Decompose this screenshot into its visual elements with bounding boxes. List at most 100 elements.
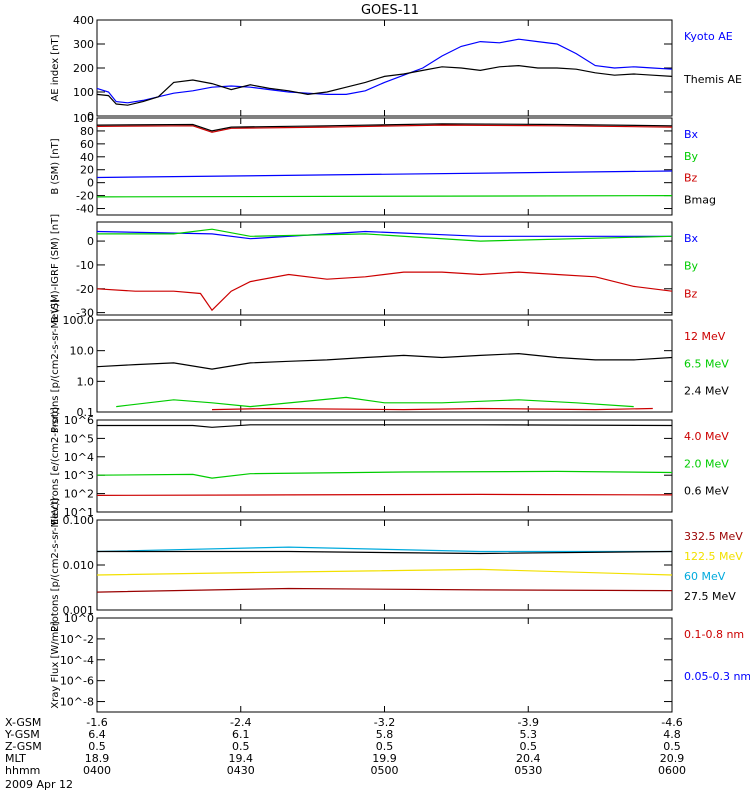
- panel-3-ytick-label: -20: [76, 283, 94, 296]
- footer-row-value: -1.6: [86, 716, 107, 729]
- panel-3-ytick-label: -10: [76, 259, 94, 272]
- panel-3-ytick-label: -30: [76, 307, 94, 320]
- footer-row-value: 20.4: [516, 752, 541, 765]
- panel-1-ytick-label: 300: [73, 38, 94, 51]
- panel-6-legend-332-5-mev: 332.5 MeV: [684, 530, 743, 543]
- panel-4-legend-6-5-mev: 6.5 MeV: [684, 357, 729, 370]
- panel-1-ytick-label: 0: [87, 110, 94, 123]
- footer-row-value: 4.8: [663, 728, 681, 741]
- panel-6-series-60-mev: [96, 546, 672, 553]
- panel-2-legend-by: By: [684, 150, 699, 163]
- panel-6-ytick-label: 0.100: [63, 514, 95, 527]
- footer-row-value: 0.5: [88, 740, 106, 753]
- panel-1-ylabel: AE index [nT]: [50, 34, 61, 101]
- footer-row-value: 5.8: [376, 728, 394, 741]
- panel-1-ytick-label: 400: [73, 14, 94, 27]
- panel-7-frame: [96, 617, 673, 713]
- panel-5-ytick-label: 10^6: [64, 414, 94, 427]
- panel-2-legend-bmag: Bmag: [684, 193, 716, 206]
- panel-2-series-bz: [96, 124, 673, 133]
- panel-6-series-332-5-mev: [96, 587, 673, 593]
- panel-3-legend-bz: Bz: [684, 287, 698, 300]
- footer-row-value: -3.9: [518, 716, 539, 729]
- panel-4-ytick-label: 0.1: [77, 406, 95, 419]
- footer-date: 2009 Apr 12: [5, 778, 73, 791]
- panel-7-ytick-label: 10^-6: [60, 675, 94, 688]
- footer-row-value: 0.5: [663, 740, 681, 753]
- panel-6-ytick-label: 0.010: [63, 559, 95, 572]
- footer-row-value: 6.4: [88, 728, 106, 741]
- panel-1-ytick-label: 200: [73, 62, 94, 75]
- panel-6-ylabel: Protons [p/(cm2-s-sr-MeV)]: [50, 498, 61, 632]
- panel-6-legend-27-5-mev: 27.5 MeV: [684, 590, 736, 603]
- panel-2-ytick-label: -40: [76, 203, 94, 216]
- footer-row-label: MLT: [5, 752, 26, 765]
- panel-1-frame: [96, 19, 673, 117]
- panel-6-series-27-5-mev: [97, 550, 673, 555]
- footer-row-label: hhmm: [5, 764, 40, 777]
- panel-4-ytick-label: 100.0: [63, 314, 95, 327]
- panel-4-series-12-mev: [211, 407, 653, 411]
- footer-row-label: Z-GSM: [5, 740, 42, 753]
- panel-5-series-4-0-mev: [96, 493, 673, 496]
- panel-2-ylabel: B (SM) [nT]: [50, 138, 61, 194]
- panel-7-ylabel: Xray Flux [W/m2]: [50, 621, 61, 708]
- panel-4-frame: [96, 319, 673, 413]
- panel-2-series-bx: [96, 170, 673, 179]
- footer-row-label: Y-GSM: [4, 728, 40, 741]
- panel-4-ytick-label: 1.0: [77, 375, 95, 388]
- panel-6-legend-60-mev: 60 MeV: [684, 570, 726, 583]
- panel-4-legend-12-mev: 12 MeV: [684, 330, 726, 343]
- panel-7-legend-0-05-0-3-nm: 0.05-0.3 nm: [684, 670, 750, 683]
- panel-2-legend-bz: Bz: [684, 172, 698, 185]
- panel-1-legend-kyoto-ae: Kyoto AE: [684, 30, 733, 43]
- panel-5-legend-2-0-mev: 2.0 MeV: [684, 457, 729, 470]
- panel-2-ytick-label: 60: [80, 138, 94, 151]
- footer-row-value: 0500: [371, 764, 399, 777]
- panel-5-series-0-6-mev: [97, 424, 673, 428]
- panel-2-ytick-label: 20: [80, 164, 94, 177]
- panel-1-series-themis-ae: [96, 64, 673, 106]
- panel-1-legend-themis-ae: Themis AE: [683, 73, 742, 86]
- panel-2-ytick-label: 80: [80, 125, 94, 138]
- footer-row-value: 20.9: [660, 752, 685, 765]
- panel-4-series-6-5-mev: [116, 396, 634, 408]
- panel-3-legend-bx: Bx: [684, 232, 699, 245]
- footer-row-value: 0430: [227, 764, 255, 777]
- footer-row-value: 18.9: [85, 752, 110, 765]
- footer-row-value: 0.5: [520, 740, 538, 753]
- panel-5-frame: [96, 419, 673, 513]
- panel-4-series-2-4-mev: [96, 352, 673, 370]
- footer-row-value: -2.4: [230, 716, 251, 729]
- footer-row-value: 5.3: [520, 728, 538, 741]
- panel-6-ytick-label: 0.001: [63, 604, 95, 617]
- footer-row-value: 0400: [83, 764, 111, 777]
- footer-row-value: 0600: [658, 764, 686, 777]
- panel-7-legend-0-1-0-8-nm: 0.1-0.8 nm: [684, 628, 744, 641]
- footer-row-value: 19.9: [372, 752, 397, 765]
- panel-3-series-bz: [96, 271, 673, 312]
- footer-row-label: X-GSM: [5, 716, 41, 729]
- footer-row-value: 0.5: [376, 740, 394, 753]
- panel-5-legend-4-0-mev: 4.0 MeV: [684, 430, 729, 443]
- panel-3-legend-by: By: [684, 260, 699, 273]
- panel-3-series-by: [97, 228, 673, 242]
- panel-3-ylabel: B (SM)-IGRF (SM) [nT]: [50, 214, 61, 323]
- panel-6-series-122-5-mev: [96, 568, 673, 576]
- footer-row-value: 0530: [514, 764, 542, 777]
- panel-2-frame: [96, 117, 673, 216]
- panel-4-legend-2-4-mev: 2.4 MeV: [684, 385, 729, 398]
- panel-5-ytick-label: 10^4: [64, 451, 94, 464]
- panel-5-ytick-label: 10^2: [64, 488, 94, 501]
- panel-5-series-2-0-mev: [96, 470, 673, 479]
- panel-5-ytick-label: 10^5: [64, 432, 94, 445]
- panel-2-ytick-label: 0: [87, 177, 94, 190]
- footer-row-value: 0.5: [232, 740, 250, 753]
- footer-row-value: -4.6: [661, 716, 682, 729]
- footer-row-value: 19.4: [229, 752, 254, 765]
- panel-3-ytick-label: 0: [87, 235, 94, 248]
- panel-7-ytick-label: 10^-4: [60, 654, 94, 667]
- panel-5-ytick-label: 10^1: [64, 506, 94, 519]
- panel-2-legend-bx: Bx: [684, 128, 699, 141]
